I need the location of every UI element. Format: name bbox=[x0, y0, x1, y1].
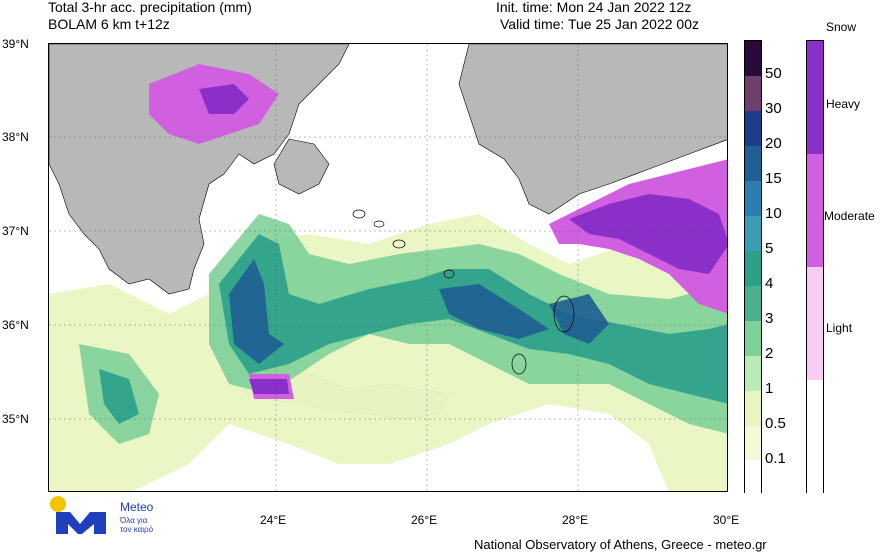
precip-tick: 15 bbox=[765, 170, 782, 187]
logo-tagline-1: Όλα για bbox=[120, 516, 148, 525]
snow-swatch-none bbox=[807, 380, 823, 494]
precip-tick: 20 bbox=[765, 135, 782, 152]
precip-swatch-01 bbox=[745, 460, 761, 494]
precip-tick: 50 bbox=[765, 65, 782, 82]
lat-label-36: 36°N bbox=[2, 318, 29, 332]
snow-label-moderate: Moderate bbox=[824, 209, 875, 223]
precip-swatch-50 bbox=[745, 76, 761, 111]
meteo-m-icon bbox=[50, 496, 106, 534]
meteo-logo: Meteo Όλα για τον καιρό bbox=[48, 494, 168, 538]
lon-label-28: 28°E bbox=[562, 513, 589, 527]
precip-swatch-30 bbox=[745, 111, 761, 146]
islands bbox=[352, 209, 575, 375]
snow-legend-title: Snow bbox=[826, 20, 857, 34]
precip-tick: 4 bbox=[765, 275, 774, 292]
precip-tick: 2 bbox=[765, 345, 774, 362]
precip-tick: 1 bbox=[765, 380, 774, 397]
precip-swatch-max bbox=[745, 41, 761, 76]
precip-swatch-15 bbox=[745, 181, 761, 216]
snow-colorbar bbox=[806, 40, 824, 494]
snow-heavy bbox=[199, 84, 727, 394]
precip-tick: 5 bbox=[765, 240, 774, 257]
grid-lines bbox=[49, 44, 727, 491]
snow-label-heavy: Heavy bbox=[826, 97, 861, 111]
precip-swatch-20 bbox=[745, 146, 761, 181]
valid-time: Valid time: Tue 25 Jan 2022 00z bbox=[500, 16, 699, 32]
precip-swatch-05 bbox=[745, 426, 761, 460]
lat-label-39: 39°N bbox=[2, 37, 29, 51]
precip-swatch-4 bbox=[745, 286, 761, 321]
precip-swatch-3 bbox=[745, 321, 761, 356]
footer-credit: National Observatory of Athens, Greece -… bbox=[474, 537, 767, 552]
precip-swatch-2 bbox=[745, 356, 761, 391]
snow-swatch-light bbox=[807, 267, 823, 380]
lat-label-35: 35°N bbox=[2, 412, 29, 426]
land-greece bbox=[49, 44, 350, 295]
precip-swatch-1 bbox=[745, 391, 761, 426]
precip-tick: 3 bbox=[765, 310, 774, 327]
model-label: BOLAM 6 km t+12z bbox=[48, 16, 170, 32]
precip-tick: 30 bbox=[765, 100, 782, 117]
precip-15mm bbox=[229, 259, 609, 364]
precipitation-map bbox=[48, 43, 728, 492]
precip-swatch-10 bbox=[745, 216, 761, 251]
precip-tick: 0.5 bbox=[765, 415, 786, 432]
lon-label-30: 30°E bbox=[713, 513, 740, 527]
snow-swatch-moderate bbox=[807, 154, 823, 267]
precip-tick: 10 bbox=[765, 205, 782, 222]
land-turkey bbox=[458, 44, 727, 215]
precip-tick: 0.1 bbox=[765, 450, 786, 467]
init-time: Init. time: Mon 24 Jan 2022 12z bbox=[496, 0, 692, 15]
precip-colorbar bbox=[744, 40, 762, 494]
logo-tagline-2: τον καιρό bbox=[120, 525, 154, 534]
lat-label-38: 38°N bbox=[2, 130, 29, 144]
logo-name: Meteo bbox=[120, 500, 154, 514]
lon-label-26: 26°E bbox=[411, 513, 438, 527]
snow-swatch-heavy bbox=[807, 41, 823, 154]
snow-label-light: Light bbox=[826, 321, 853, 335]
map-title: Total 3-hr acc. precipitation (mm) bbox=[48, 0, 252, 15]
lat-label-37: 37°N bbox=[2, 224, 29, 238]
lon-label-24: 24°E bbox=[260, 513, 287, 527]
precip-swatch-5 bbox=[745, 251, 761, 286]
map-canvas bbox=[49, 44, 727, 491]
